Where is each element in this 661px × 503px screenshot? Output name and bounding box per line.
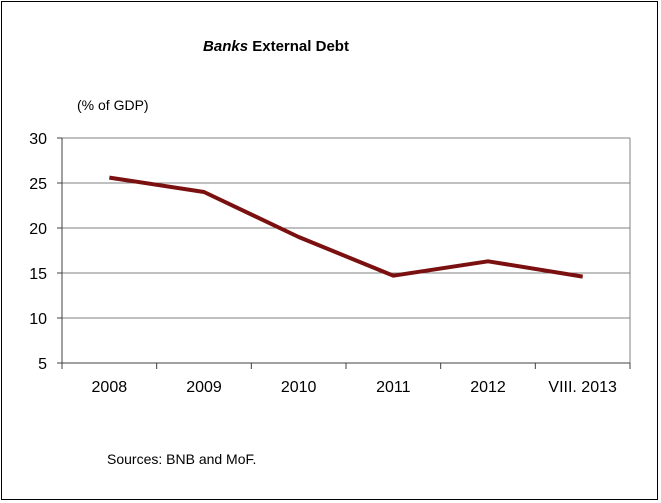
y-tick-label: 5 [38,356,47,373]
x-tick-label: 2011 [376,379,411,396]
y-tick-label: 15 [29,266,47,283]
x-tick-label: 2010 [281,379,317,396]
x-tick-label: VIII. 2013 [548,379,617,396]
source-note: Sources: BNB and MoF. [107,451,257,467]
chart-title-emphasis: Banks [203,38,249,55]
series-line [109,175,583,279]
chart-title-rest: External Debt [248,38,349,55]
x-tick-label: 2009 [186,379,222,396]
y-tick-label: 10 [29,311,47,328]
x-tick-label: 2012 [470,379,506,396]
chart-title: Banks External Debt [0,38,552,55]
y-tick-label: 20 [29,221,47,238]
y-axis-label: (% of GDP) [77,97,149,113]
y-tick-label: 25 [29,176,47,193]
y-tick-label: 30 [29,131,47,148]
x-tick-label: 2008 [92,379,128,396]
